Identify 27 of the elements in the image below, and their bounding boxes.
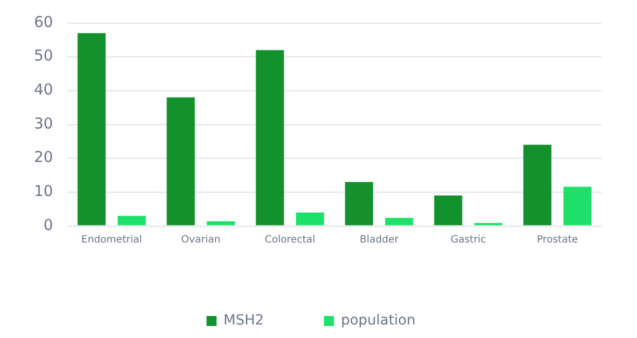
bar — [166, 97, 195, 226]
x-tick-label: Prostate — [536, 234, 578, 246]
bar — [78, 33, 106, 226]
x-tick-label: Ovarian — [181, 234, 220, 246]
y-tick-label: 20 — [34, 148, 54, 166]
legend-label: population — [340, 312, 416, 329]
y-tick-label: 10 — [34, 182, 54, 200]
x-tick-label: Bladder — [360, 234, 400, 246]
x-tick-label: Gastric — [450, 234, 486, 246]
bar — [206, 221, 235, 226]
legend-label: MSH2 — [224, 312, 264, 329]
y-tick-label: 30 — [34, 114, 54, 132]
bar — [385, 218, 414, 226]
bar — [563, 186, 592, 226]
x-tick-label: Endometrial — [81, 234, 142, 246]
bar — [474, 222, 502, 226]
y-tick-label: 60 — [34, 12, 54, 31]
bar — [345, 182, 374, 226]
y-tick-label: 0 — [44, 216, 54, 234]
bar — [256, 50, 284, 226]
bar — [523, 144, 552, 226]
bar — [118, 216, 146, 226]
y-tick-label: 50 — [34, 46, 54, 65]
x-tick-label: Colorectal — [264, 234, 316, 246]
bar — [296, 212, 324, 226]
y-tick-label: 40 — [34, 80, 54, 99]
bar — [434, 196, 462, 226]
